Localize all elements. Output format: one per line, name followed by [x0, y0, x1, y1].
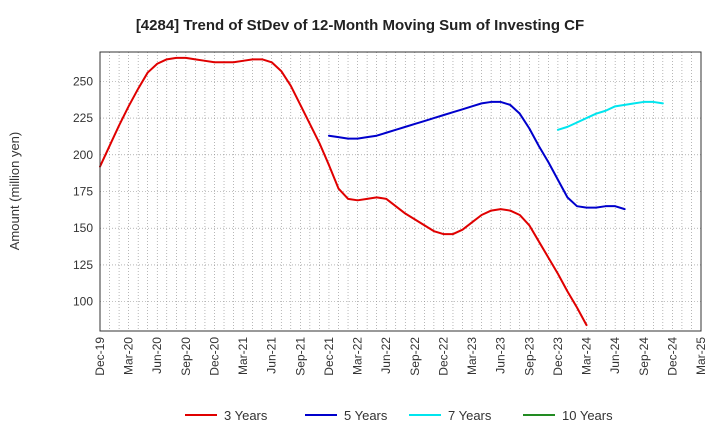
x-tick-label: Dec-22: [436, 337, 450, 376]
y-tick-label: 200: [73, 148, 93, 162]
plot-frame: [99, 51, 702, 332]
series-line-7-years: [556, 100, 664, 131]
x-tick-label: Mar-20: [122, 337, 136, 375]
y-tick-label: 225: [73, 111, 93, 125]
x-tick-label: Jun-21: [265, 337, 279, 374]
x-tick-label: Mar-21: [236, 337, 250, 375]
y-tick-label: 125: [73, 258, 93, 272]
series-line-5-years: [327, 100, 626, 211]
x-tick-labels: Dec-19 Mar-20 Jun-20 Sep-20 Dec-20 Mar-21 Jun-…: [93, 337, 708, 376]
y-tick-label: 150: [73, 221, 93, 235]
legend-label-3-years: 3 Years: [224, 408, 268, 423]
legend-label-7-years: 7 Years: [448, 408, 492, 423]
x-tick-label: Jun-22: [379, 337, 393, 374]
y-tick-labels: 100 125 150 175 200 225 250: [73, 74, 93, 308]
y-tick-label: 175: [73, 185, 93, 199]
x-tick-label: Dec-23: [551, 337, 565, 376]
x-tick-label: Sep-22: [408, 337, 422, 376]
x-tick-label: Jun-20: [150, 337, 164, 374]
legend: 3 Years 5 Years 7 Years 10 Years: [185, 408, 613, 423]
legend-label-5-years: 5 Years: [344, 408, 388, 423]
x-tick-label: Sep-21: [293, 337, 307, 376]
grid: [100, 52, 701, 331]
x-tick-label: Jun-23: [494, 337, 508, 374]
x-tick-label: Sep-23: [522, 337, 536, 376]
x-tick-label: Mar-25: [694, 337, 708, 375]
x-tick-label: Dec-20: [207, 337, 221, 376]
x-tick-label: Sep-20: [179, 337, 193, 376]
x-tick-label: Mar-23: [465, 337, 479, 375]
x-tick-label: Dec-19: [93, 337, 107, 376]
x-tick-label: Mar-24: [580, 337, 594, 375]
y-axis-label: Amount (million yen): [7, 132, 22, 251]
y-tick-label: 250: [73, 74, 93, 88]
y-tick-label: 100: [73, 295, 93, 309]
x-tick-label: Sep-24: [637, 337, 651, 376]
x-tick-label: Jun-24: [608, 337, 622, 374]
x-tick-label: Dec-24: [665, 337, 679, 376]
x-tick-label: Mar-22: [351, 337, 365, 375]
chart-title: [4284] Trend of StDev of 12-Month Moving…: [136, 17, 584, 34]
legend-label-10-years: 10 Years: [562, 408, 613, 423]
series-line-3-years: [99, 56, 588, 327]
x-tick-label: Dec-21: [322, 337, 336, 376]
series-lines: [99, 56, 664, 327]
